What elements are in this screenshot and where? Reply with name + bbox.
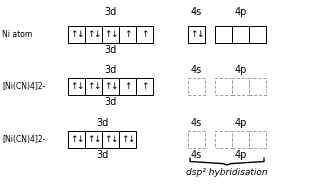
Text: 3d: 3d: [104, 65, 117, 75]
Text: 3d: 3d: [104, 7, 117, 17]
Bar: [119, 26, 136, 43]
Text: ↑: ↑: [70, 135, 77, 144]
Bar: [232, 78, 249, 95]
Bar: [136, 78, 153, 95]
Bar: [102, 26, 119, 43]
Text: ↑: ↑: [124, 30, 131, 39]
Bar: [85, 26, 102, 43]
Bar: [249, 26, 266, 43]
Bar: [232, 131, 249, 148]
Text: ↓: ↓: [93, 30, 100, 39]
Text: ↓: ↓: [127, 135, 134, 144]
Text: ↑: ↑: [70, 82, 77, 91]
Text: 4s: 4s: [191, 65, 202, 75]
Text: 4p: 4p: [234, 118, 247, 128]
Text: 4p: 4p: [234, 65, 247, 75]
Bar: [102, 131, 119, 148]
Bar: [68, 131, 85, 148]
Bar: [215, 131, 232, 148]
Text: 3d: 3d: [96, 118, 108, 128]
Bar: [85, 78, 102, 95]
Text: ↑: ↑: [87, 135, 94, 144]
Bar: [119, 78, 136, 95]
Bar: [102, 78, 119, 95]
Bar: [249, 131, 266, 148]
Text: [Ni(CN)4]2-: [Ni(CN)4]2-: [2, 135, 45, 144]
Bar: [215, 26, 232, 43]
Text: ↑: ↑: [70, 30, 77, 39]
Text: Ni atom: Ni atom: [2, 30, 32, 39]
Text: 3d: 3d: [104, 97, 117, 107]
Text: 4s: 4s: [191, 7, 202, 17]
Text: ↑: ↑: [124, 82, 131, 91]
Bar: [232, 26, 249, 43]
Text: ↑: ↑: [141, 30, 148, 39]
Text: ↑: ↑: [121, 135, 128, 144]
Text: ↑: ↑: [104, 30, 111, 39]
Text: ↓: ↓: [110, 135, 117, 144]
Text: ↓: ↓: [110, 30, 117, 39]
Text: ↑: ↑: [141, 82, 148, 91]
Bar: [119, 131, 136, 148]
Text: ↑: ↑: [87, 30, 94, 39]
Text: ↓: ↓: [110, 82, 117, 91]
Text: ↑: ↑: [104, 82, 111, 91]
Text: 4s: 4s: [191, 150, 202, 160]
Text: 4p: 4p: [234, 150, 247, 160]
Text: ↓: ↓: [93, 135, 100, 144]
Text: ↑: ↑: [87, 82, 94, 91]
Text: ↓: ↓: [76, 135, 83, 144]
Text: ↓: ↓: [76, 82, 83, 91]
Text: ↓: ↓: [93, 82, 100, 91]
Bar: [85, 131, 102, 148]
Text: 4p: 4p: [234, 7, 247, 17]
Bar: [249, 78, 266, 95]
Bar: [136, 26, 153, 43]
Bar: [188, 26, 205, 43]
Text: 3d: 3d: [96, 150, 108, 160]
Bar: [68, 26, 85, 43]
Text: ↑: ↑: [190, 30, 197, 39]
Text: dsp² hybridisation: dsp² hybridisation: [186, 168, 268, 177]
Text: [Ni(CN)4]2-: [Ni(CN)4]2-: [2, 82, 45, 91]
Bar: [215, 78, 232, 95]
Text: ↓: ↓: [196, 30, 203, 39]
Text: ↑: ↑: [104, 135, 111, 144]
Text: ↓: ↓: [76, 30, 83, 39]
Bar: [188, 78, 205, 95]
Text: 4s: 4s: [191, 118, 202, 128]
Bar: [188, 131, 205, 148]
Text: 3d: 3d: [104, 45, 117, 55]
Bar: [68, 78, 85, 95]
